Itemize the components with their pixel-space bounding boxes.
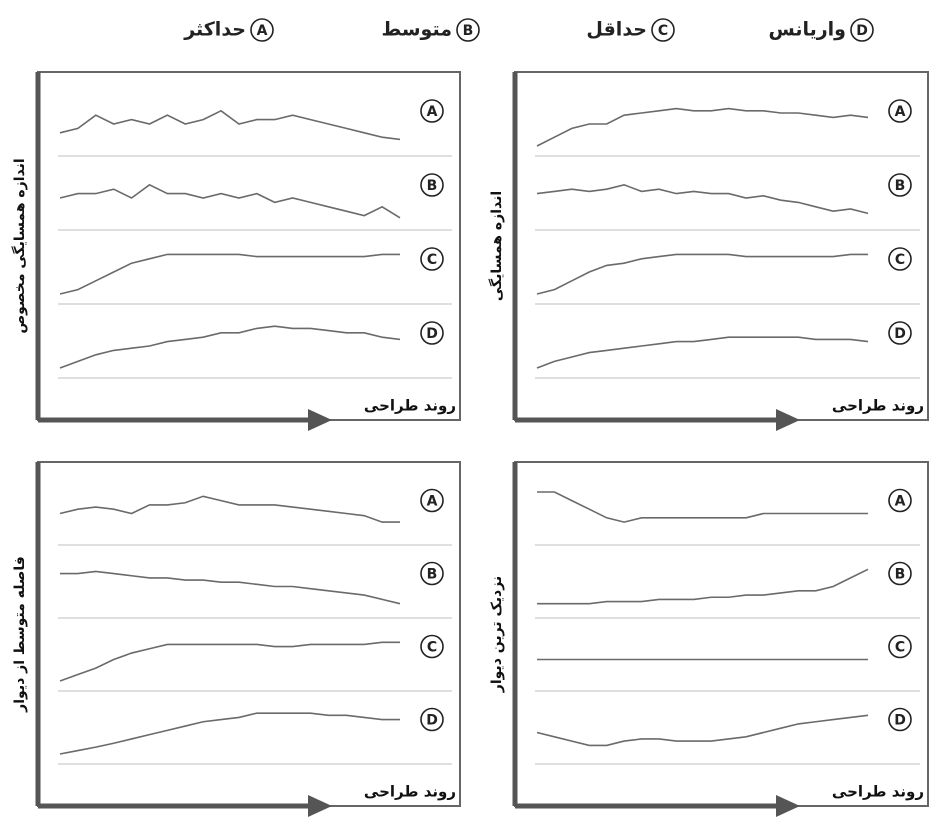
- legend-label: حداکثر: [183, 19, 246, 41]
- letter: D: [426, 713, 438, 729]
- trace: [59, 325, 401, 369]
- trace: [60, 570, 401, 605]
- y-axis-label: فاصله متوسط از دیوار: [12, 556, 28, 713]
- trace: [59, 712, 400, 755]
- x-axis-label: روند طراحی: [832, 397, 924, 415]
- trace: [536, 253, 868, 295]
- x-axis-arrow: [776, 795, 800, 817]
- legend-label: متوسط: [382, 19, 452, 41]
- letter-circle: [420, 561, 444, 586]
- letter-circle: [888, 707, 912, 732]
- x-axis-label: روند طراحی: [364, 397, 456, 415]
- letter: C: [658, 23, 668, 39]
- letter: B: [427, 178, 438, 194]
- trace: [536, 714, 869, 747]
- letter-circle: [850, 18, 874, 42]
- panel-frame: [514, 71, 929, 421]
- letter: B: [463, 23, 474, 39]
- y-axis-label: اندازه همسایگی مخصوص: [11, 158, 28, 333]
- x-axis-arrow: [308, 795, 332, 817]
- letter: A: [427, 104, 438, 120]
- letter-circle: [420, 173, 444, 197]
- x-axis-arrow: [308, 409, 332, 431]
- letter: C: [427, 640, 437, 656]
- letter-circle: [888, 321, 912, 345]
- letter-circle: [888, 247, 912, 271]
- letter-circle: [420, 321, 444, 345]
- letter: C: [895, 252, 905, 268]
- y-axis-label: اندازه همسایگی: [488, 191, 505, 301]
- panel-frame: [37, 461, 461, 807]
- letter: B: [895, 567, 906, 583]
- legend-label: واریانس: [768, 19, 846, 41]
- letter-circle: [420, 488, 444, 513]
- trace: [536, 336, 869, 369]
- letter-circle: [888, 561, 912, 586]
- letter: A: [895, 494, 906, 510]
- letter-circle: [420, 634, 444, 659]
- trace: [537, 568, 869, 605]
- y-axis-label: نزدیک ترین دیوار: [489, 576, 505, 693]
- letter-circle: [888, 173, 912, 197]
- letter-circle: [420, 707, 444, 732]
- letter-circle: [420, 99, 444, 123]
- letter-circle: [456, 18, 480, 42]
- letter: A: [895, 104, 906, 120]
- letter-circle: [651, 18, 675, 42]
- letter: B: [427, 567, 438, 583]
- trace: [536, 107, 869, 147]
- letter: D: [856, 23, 868, 39]
- letter: A: [427, 494, 438, 510]
- letter: B: [895, 178, 906, 194]
- trace: [537, 491, 868, 523]
- trace: [59, 641, 400, 682]
- letter: C: [427, 252, 437, 268]
- letter: C: [895, 640, 905, 656]
- letter-circle: [250, 18, 274, 42]
- letter: D: [894, 713, 906, 729]
- letter: A: [257, 23, 268, 39]
- x-axis-label: روند طراحی: [364, 783, 456, 801]
- letter-circle: [888, 99, 912, 123]
- x-axis-arrow: [776, 409, 800, 431]
- trace: [59, 183, 401, 219]
- trace: [59, 109, 401, 141]
- letter-circle: [420, 247, 444, 271]
- trace: [536, 183, 869, 215]
- x-axis-label: روند طراحی: [832, 783, 924, 801]
- letter: D: [894, 326, 906, 342]
- trace: [59, 253, 400, 295]
- letter-circle: [888, 488, 912, 513]
- letter: D: [426, 326, 438, 342]
- panel-frame: [37, 71, 461, 421]
- letter-circle: [888, 634, 912, 659]
- legend-label: حداقل: [586, 19, 647, 41]
- trace: [59, 495, 400, 523]
